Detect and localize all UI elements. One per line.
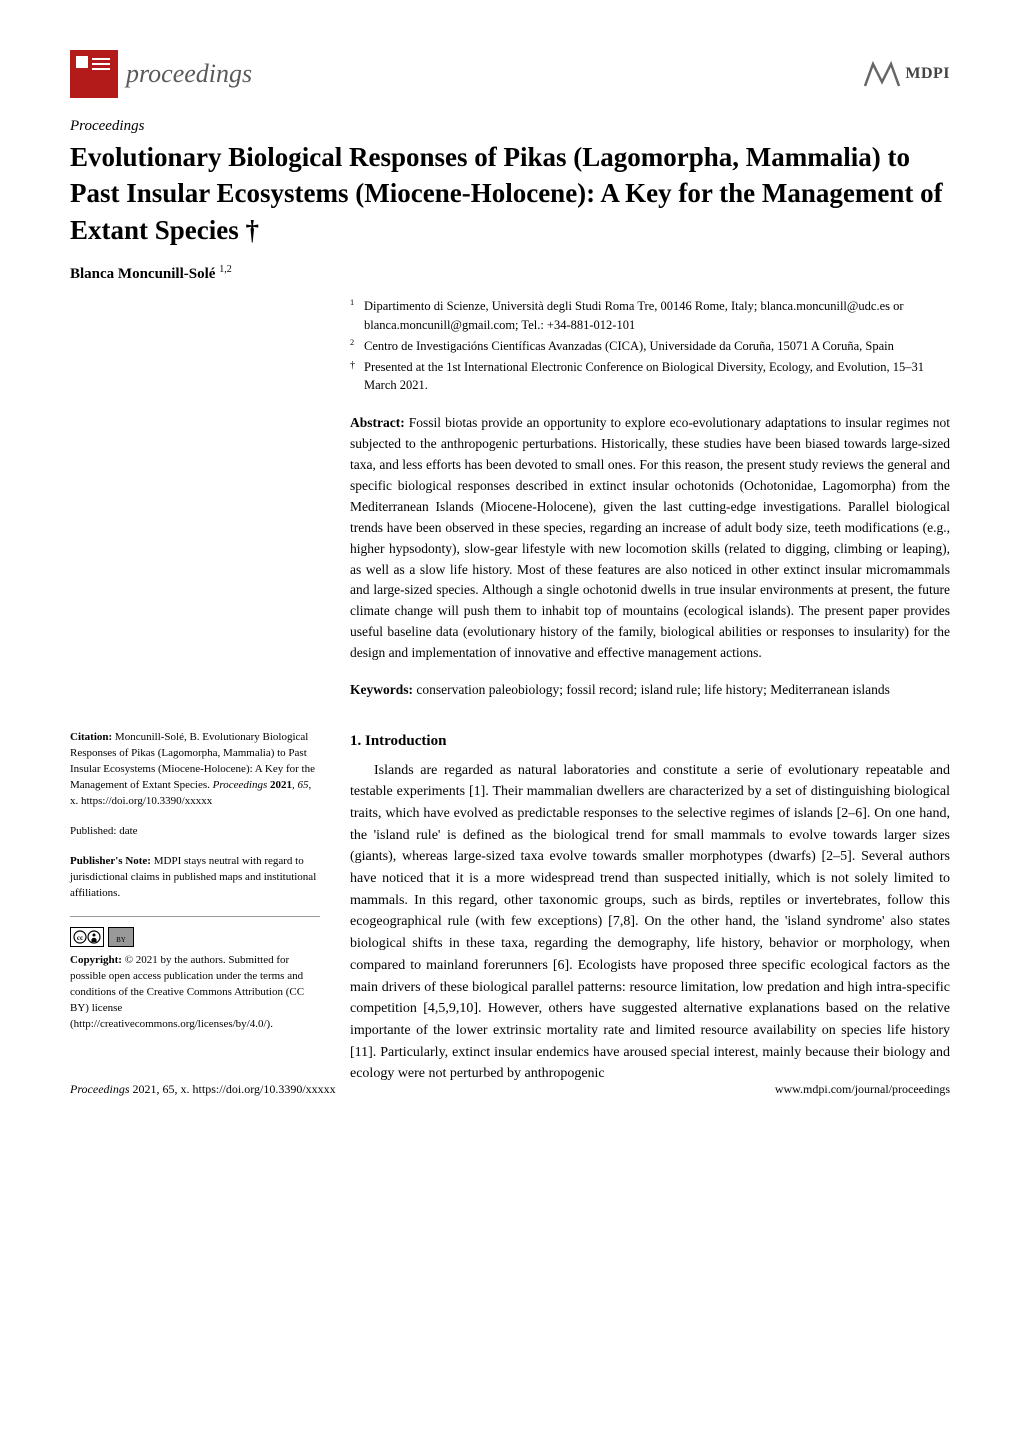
author-sup: 1,2 [219, 264, 232, 275]
cc-badge: cc BY [70, 927, 320, 947]
affiliation-2: 2 Centro de Investigacións Científicas A… [350, 337, 950, 356]
keywords-label: Keywords: [350, 682, 413, 697]
aff-2-num: 2 [350, 338, 354, 347]
author-name: Blanca Moncunill-Solé [70, 266, 219, 282]
copyright-block: Copyright: © 2021 by the authors. Submit… [70, 953, 320, 1033]
aff-2-text: Centro de Investigacións Científicas Ava… [364, 337, 950, 356]
published-block: Published: date [70, 824, 320, 840]
proceedings-icon-lines [92, 58, 110, 73]
proceedings-icon [70, 50, 118, 98]
header-row: proceedings MDPI [70, 50, 950, 98]
cc-by-icon: BY [108, 927, 134, 947]
footer-right: www.mdpi.com/journal/proceedings [775, 1082, 950, 1097]
affiliations-block: 1 Dipartimento di Scienze, Università de… [350, 297, 950, 395]
citation-block: Citation: Moncunill-Solé, B. Evolutionar… [70, 730, 320, 810]
main-row: Citation: Moncunill-Solé, B. Evolutionar… [70, 730, 950, 1085]
svg-text:cc: cc [77, 934, 83, 942]
footer-row: Proceedings 2021, 65, x. https://doi.org… [70, 1082, 950, 1097]
abstract-block: Abstract: Fossil biotas provide an oppor… [350, 413, 950, 664]
citation-year: 2021 [267, 779, 292, 791]
aff-1-text: Dipartimento di Scienze, Università degl… [364, 297, 950, 335]
footer-left: Proceedings 2021, 65, x. https://doi.org… [70, 1082, 336, 1097]
keywords-text: conservation paleobiology; fossil record… [413, 682, 890, 697]
sidebar-divider [70, 916, 320, 917]
article-title: Evolutionary Biological Responses of Pik… [70, 139, 950, 248]
abstract-text: Fossil biotas provide an opportunity to … [350, 415, 950, 660]
main-content: 1. Introduction Islands are regarded as … [350, 730, 950, 1085]
journal-logo: proceedings [70, 50, 252, 98]
published-line: Published: date [70, 825, 138, 837]
publisher-note-label: Publisher's Note: [70, 855, 151, 867]
affiliation-1: 1 Dipartimento di Scienze, Università de… [350, 297, 950, 335]
publisher-note-block: Publisher's Note: MDPI stays neutral wit… [70, 854, 320, 902]
mdpi-logo: MDPI [863, 58, 950, 90]
copyright-label: Copyright: [70, 954, 122, 966]
citation-journal: Proceedings [213, 779, 268, 791]
cc-by-label: BY [116, 935, 126, 945]
article-type: Proceedings [70, 118, 950, 135]
journal-logo-text: proceedings [126, 59, 252, 89]
affiliation-dagger: † Presented at the 1st International Ele… [350, 358, 950, 396]
aff-dag-text: Presented at the 1st International Elect… [364, 358, 950, 396]
cc-icon: cc [70, 927, 104, 947]
aff-dag-num: † [350, 358, 364, 396]
footer-journal: Proceedings [70, 1082, 130, 1096]
mdpi-logo-icon [863, 58, 901, 90]
citation-label: Citation: [70, 731, 112, 743]
sidebar: Citation: Moncunill-Solé, B. Evolutionar… [70, 730, 320, 1085]
abstract-label: Abstract: [350, 415, 405, 430]
footer-rest: 2021, 65, x. https://doi.org/10.3390/xxx… [130, 1082, 336, 1096]
section-1-body: Islands are regarded as natural laborato… [350, 760, 950, 1085]
citation-pages: x. https://doi.org/10.3390/xxxxx [70, 795, 212, 807]
aff-1-num: 1 [350, 298, 354, 307]
citation-vol: , 65, [292, 779, 311, 791]
authors-line: Blanca Moncunill-Solé 1,2 [70, 264, 950, 283]
section-1-heading: 1. Introduction [350, 730, 950, 753]
keywords-block: Keywords: conservation paleobiology; fos… [350, 680, 950, 700]
mdpi-logo-text: MDPI [905, 65, 950, 83]
cc-icon-svg: cc [73, 930, 101, 944]
